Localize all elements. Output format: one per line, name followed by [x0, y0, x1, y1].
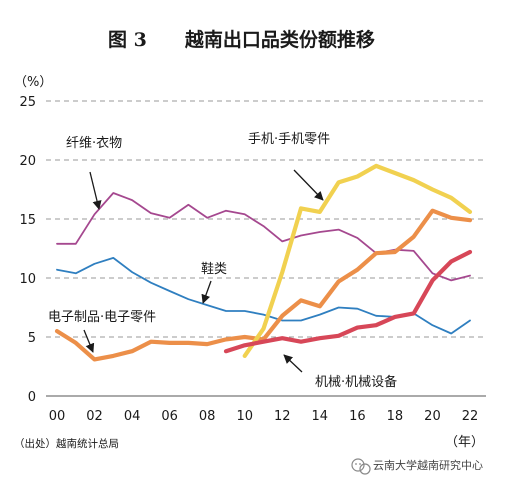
x-axis-ticks: 00 02 04 06 08 10 12 14 16 18 20 22	[49, 409, 479, 424]
y-tick-label: 10	[19, 272, 36, 287]
chart-title: 图 3 越南出口品类份额推移	[108, 28, 375, 51]
y-axis-ticks: 0 5 10 15 20 25	[19, 95, 36, 405]
x-tick-label: 04	[124, 409, 141, 424]
y-tick-label: 5	[28, 331, 36, 346]
x-tick-label: 08	[199, 409, 216, 424]
x-tick-label: 00	[49, 409, 66, 424]
annotation-arrow	[90, 172, 99, 209]
x-tick-label: 20	[424, 409, 441, 424]
annotation-arrow	[284, 355, 302, 372]
watermark: 云南大学越南研究中心	[352, 458, 483, 474]
x-tick-label: 14	[312, 409, 329, 424]
x-tick-label: 10	[236, 409, 253, 424]
plot-area	[57, 166, 470, 360]
wechat-icon	[352, 459, 370, 474]
annotation-label: 手机·手机零件	[248, 132, 330, 147]
y-tick-label: 0	[28, 390, 36, 405]
y-tick-label: 15	[19, 213, 36, 228]
annotation-label: 电子制品·电子零件	[48, 310, 156, 325]
x-tick-label: 16	[349, 409, 366, 424]
y-axis-unit-label: （%）	[14, 75, 52, 90]
annotation-label: 鞋类	[201, 261, 227, 277]
annotation-arrow	[203, 281, 211, 303]
x-tick-label: 06	[161, 409, 178, 424]
annotation-label: 纤维·衣物	[66, 135, 122, 151]
x-tick-label: 02	[86, 409, 103, 424]
series-line-1	[57, 193, 470, 280]
watermark-text: 云南大学越南研究中心	[373, 458, 483, 472]
annotation-label: 机械·机械设备	[315, 374, 397, 390]
y-tick-label: 25	[19, 95, 36, 110]
x-tick-label: 18	[387, 409, 404, 424]
x-tick-label: 22	[462, 409, 479, 424]
y-tick-label: 20	[19, 154, 36, 169]
x-axis-unit-label: （年）	[445, 435, 484, 450]
annotation-arrow	[294, 170, 323, 200]
source-note: （出处）越南统计总局	[14, 437, 119, 450]
series-line-5	[226, 252, 470, 351]
x-tick-label: 12	[274, 409, 291, 424]
